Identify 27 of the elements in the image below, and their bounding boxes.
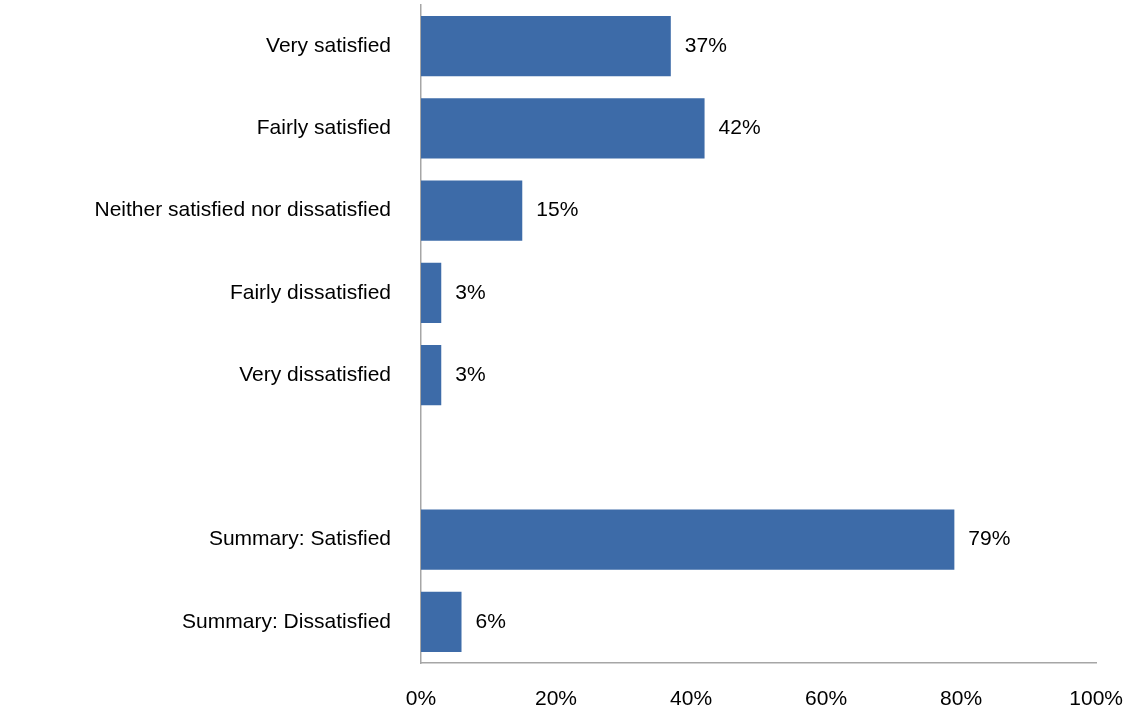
x-tick-label: 100% <box>1069 686 1123 710</box>
bar <box>421 180 523 241</box>
y-tick-label: Fairly dissatisfied <box>229 279 391 303</box>
x-tick-label: 60% <box>805 686 848 710</box>
data-label: 3% <box>455 279 486 303</box>
data-label: 6% <box>475 608 506 632</box>
bar <box>421 509 955 570</box>
x-tick-label: 0% <box>405 686 437 710</box>
x-tick-label: 40% <box>670 686 713 710</box>
x-tick-label: 80% <box>940 686 983 710</box>
y-tick-label: Very dissatisfied <box>239 361 391 385</box>
bar <box>421 345 442 406</box>
y-tick-label: Summary: Satisfied <box>208 526 391 550</box>
x-tick-label: 20% <box>535 686 578 710</box>
data-label: 3% <box>455 361 486 385</box>
bar <box>421 98 705 159</box>
bar <box>421 591 462 652</box>
data-label: 37% <box>684 32 727 56</box>
bar <box>421 16 671 77</box>
y-tick-label: Summary: Dissatisfied <box>182 608 391 632</box>
data-label: 79% <box>968 526 1011 550</box>
y-tick-label: Very satisfied <box>266 32 391 56</box>
y-tick-label: Fairly satisfied <box>256 115 391 139</box>
y-tick-label: Neither satisfied nor dissatisfied <box>94 197 391 221</box>
data-label: 15% <box>536 197 579 221</box>
data-label: 42% <box>718 115 761 139</box>
bar <box>421 262 442 323</box>
